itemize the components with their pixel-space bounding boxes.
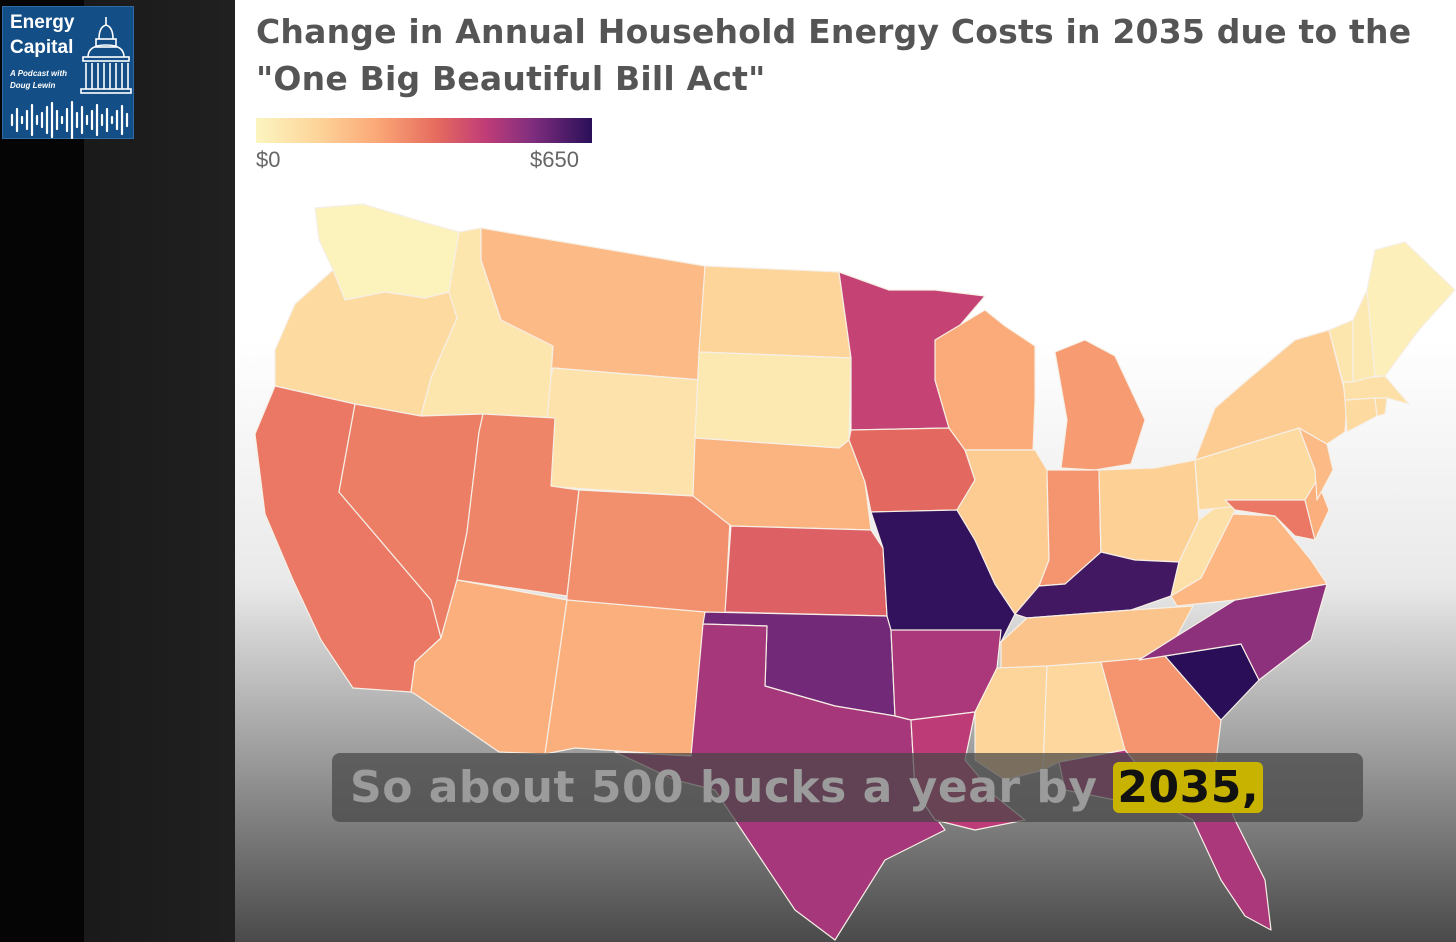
state-WI bbox=[934, 309, 1036, 451]
state-NM bbox=[544, 599, 706, 757]
state-NE bbox=[692, 437, 872, 531]
subtitle-caption: So about 500 bucks a year by 2035, bbox=[350, 761, 1264, 815]
legend-max-label: $650 bbox=[530, 147, 579, 172]
state-CO bbox=[566, 489, 732, 619]
state-ND bbox=[698, 265, 852, 359]
logo-subtitle-line2: Doug Lewin bbox=[10, 81, 56, 90]
subtitle-caption-box: So about 500 bucks a year by 2035, bbox=[332, 753, 1363, 822]
audio-waveform-icon bbox=[10, 100, 129, 139]
podcast-logo: Energy Capital A Podcast with Doug Lewin bbox=[2, 6, 134, 139]
state-SD bbox=[694, 351, 852, 449]
legend-min-label: $0 bbox=[256, 147, 281, 172]
state-ME bbox=[1366, 241, 1456, 377]
state-KS bbox=[724, 525, 888, 617]
state-MI bbox=[1054, 339, 1146, 471]
state-IA bbox=[848, 427, 976, 513]
chart-title: Change in Annual Household Energy Costs … bbox=[256, 12, 1412, 98]
left-dark-panel bbox=[84, 0, 235, 942]
state-CT bbox=[1344, 397, 1378, 433]
state-DE bbox=[1304, 479, 1330, 541]
logo-subtitle-line1: A Podcast with bbox=[10, 69, 68, 78]
state-NC bbox=[1138, 583, 1328, 681]
state-OH bbox=[1098, 459, 1200, 563]
caption-highlighted-word: 2035, bbox=[1113, 762, 1264, 813]
capitol-icon bbox=[80, 17, 132, 94]
us-choropleth-map bbox=[254, 203, 1456, 941]
legend-color-scale bbox=[256, 118, 592, 143]
state-WV bbox=[1170, 499, 1236, 597]
caption-main-text: So about 500 bucks a year by bbox=[350, 762, 1114, 813]
state-RI bbox=[1374, 397, 1388, 417]
left-black-strip bbox=[0, 0, 84, 942]
logo-title-line1: Energy bbox=[10, 12, 75, 33]
logo-title-line2: Capital bbox=[10, 37, 74, 58]
state-WY bbox=[540, 367, 702, 497]
